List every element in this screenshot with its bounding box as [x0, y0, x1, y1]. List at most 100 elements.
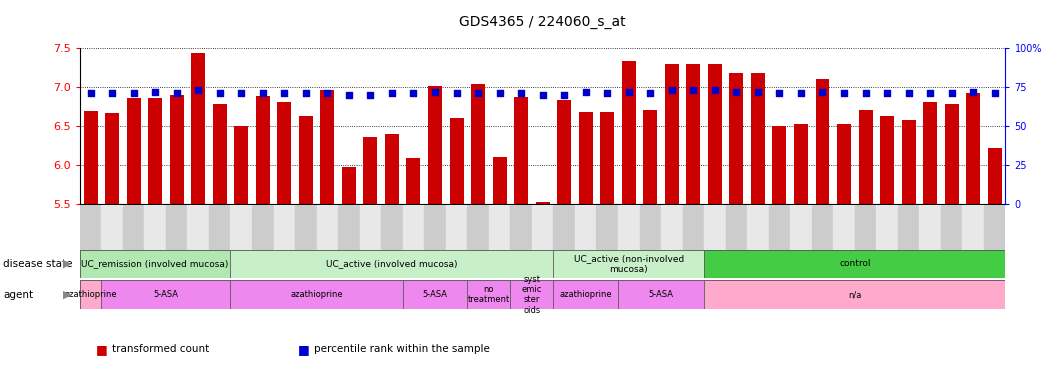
Text: ▶: ▶ [63, 259, 71, 269]
Bar [924, 103, 937, 204]
Bar [833, 205, 854, 250]
Bar [553, 250, 704, 278]
Bar [145, 205, 166, 250]
Point [276, 90, 293, 96]
Bar [234, 126, 248, 204]
Point [943, 90, 960, 96]
Text: n/a: n/a [848, 290, 862, 299]
Point [577, 88, 594, 94]
Bar [535, 202, 550, 204]
Bar [665, 65, 679, 204]
Point [319, 90, 336, 96]
Point [448, 90, 465, 96]
Point [534, 92, 551, 98]
Bar [618, 205, 639, 250]
Bar [618, 280, 704, 309]
Bar [600, 112, 614, 204]
Point [642, 90, 659, 96]
Bar [880, 116, 894, 204]
Point [921, 90, 938, 96]
Bar [101, 280, 231, 309]
Point [749, 88, 766, 94]
Bar [791, 205, 812, 250]
Point [835, 90, 852, 96]
Bar [231, 250, 553, 278]
Bar [751, 73, 765, 204]
Bar [425, 205, 446, 250]
Bar [597, 205, 618, 250]
Bar [428, 86, 442, 204]
Text: syst
emic
ster
oids: syst emic ster oids [521, 275, 542, 315]
Bar [984, 205, 1005, 250]
Text: UC_active (involved mucosa): UC_active (involved mucosa) [327, 260, 458, 268]
Point [340, 92, 358, 98]
Bar [644, 110, 658, 204]
Point [168, 90, 185, 96]
Text: ■: ■ [298, 343, 310, 356]
Bar [364, 137, 378, 204]
Bar [794, 124, 808, 204]
Bar [558, 100, 571, 204]
Bar [488, 205, 511, 250]
Bar [299, 116, 313, 204]
Bar [101, 205, 122, 250]
Text: transformed count: transformed count [112, 344, 209, 354]
Point [857, 90, 874, 96]
Bar [553, 205, 575, 250]
Bar [295, 205, 317, 250]
Bar [987, 148, 1001, 204]
Bar [919, 205, 941, 250]
Bar [812, 205, 833, 250]
Text: azathioprine: azathioprine [290, 290, 343, 299]
Bar [406, 158, 420, 204]
Bar [837, 124, 851, 204]
Point [728, 88, 745, 94]
Text: UC_remission (involved mucosa): UC_remission (involved mucosa) [82, 260, 229, 268]
Bar [471, 84, 485, 204]
Bar [963, 205, 984, 250]
Bar [639, 205, 661, 250]
Bar [945, 104, 959, 204]
Bar [80, 205, 101, 250]
Bar [127, 98, 140, 204]
Bar [859, 110, 872, 204]
Point [513, 90, 530, 96]
Bar [768, 205, 791, 250]
Bar [338, 205, 360, 250]
Bar [231, 280, 402, 309]
Point [405, 90, 422, 96]
Bar [901, 119, 916, 204]
Text: 5-ASA: 5-ASA [649, 290, 674, 299]
Bar [320, 90, 334, 204]
Bar [105, 113, 119, 204]
Bar [941, 205, 963, 250]
Bar [661, 205, 683, 250]
Text: ■: ■ [96, 343, 107, 356]
Text: control: control [839, 260, 870, 268]
Bar [686, 65, 700, 204]
Bar [213, 104, 227, 204]
Text: ▶: ▶ [63, 290, 71, 300]
Bar [511, 205, 532, 250]
Bar [385, 134, 399, 204]
Point [189, 87, 206, 93]
Point [555, 92, 572, 98]
Bar [772, 126, 786, 204]
Point [706, 87, 724, 93]
Point [362, 92, 379, 98]
Bar [854, 205, 877, 250]
Point [297, 90, 314, 96]
Bar [148, 98, 162, 204]
Bar [273, 205, 295, 250]
Point [383, 90, 400, 96]
Point [685, 87, 702, 93]
Bar [532, 205, 553, 250]
Point [965, 88, 982, 94]
Bar [255, 96, 270, 204]
Bar [704, 280, 1005, 309]
Bar [402, 205, 425, 250]
Point [793, 90, 810, 96]
Bar [187, 205, 209, 250]
Point [986, 90, 1003, 96]
Bar [511, 280, 553, 309]
